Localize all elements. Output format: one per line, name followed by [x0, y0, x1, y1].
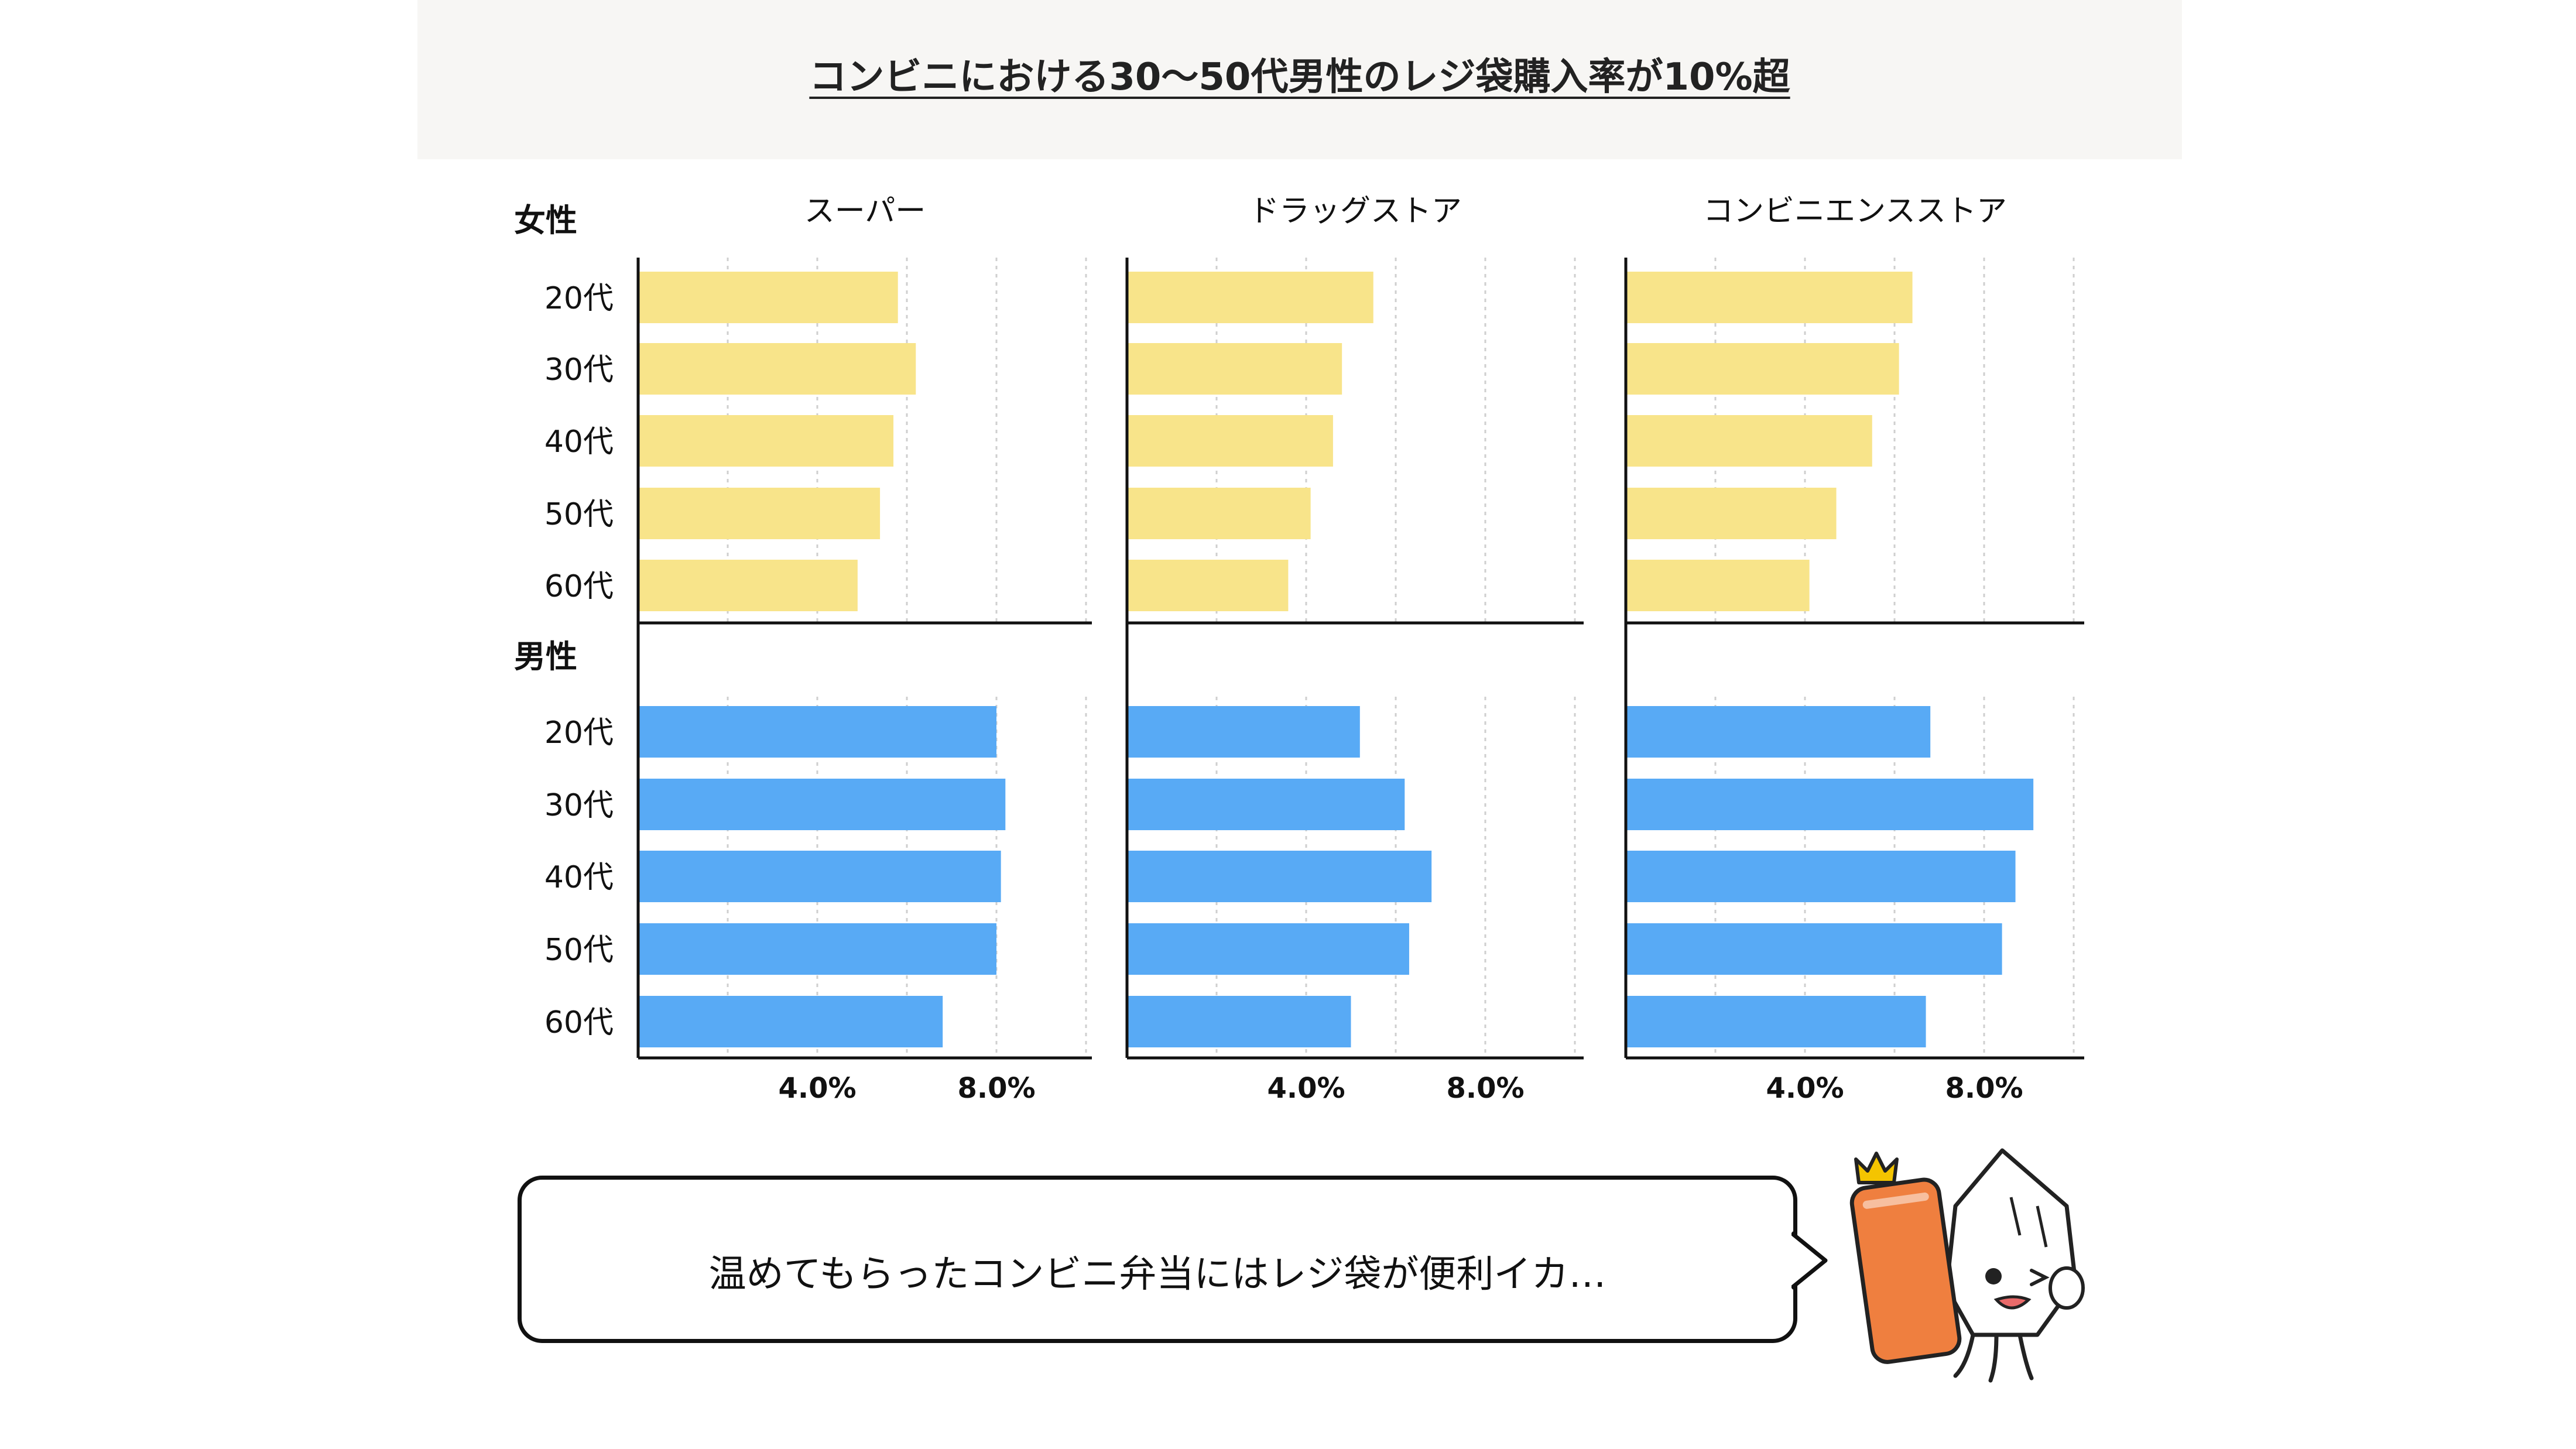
bar: [1627, 560, 1810, 611]
category-label: 50代: [544, 933, 614, 968]
page-title-text: コンビニにおける30〜50代男性のレジ袋購入率が10%超: [809, 56, 1790, 99]
bar: [1627, 779, 2034, 830]
bar: [1627, 272, 1913, 323]
bar: [639, 779, 1006, 830]
bar: [639, 706, 996, 758]
bar: [1128, 488, 1311, 539]
group-label-female: 女性: [514, 202, 577, 239]
bar: [1627, 923, 2002, 975]
bar: [1128, 706, 1360, 758]
bar: [1627, 996, 1926, 1047]
bar: [639, 488, 881, 539]
bar: [1128, 560, 1289, 611]
squid-mascot-holding-phone-icon: [1849, 1148, 2085, 1383]
x-tick-label: 8.0%: [1446, 1072, 1524, 1105]
bar: [639, 996, 943, 1047]
chart-bars: [639, 272, 2034, 1047]
category-label: 30代: [544, 788, 614, 823]
bar: [1128, 779, 1405, 830]
category-label: 60代: [544, 569, 614, 604]
x-tick-label: 8.0%: [1945, 1072, 2023, 1105]
title-band: コンビニにおける30〜50代男性のレジ袋購入率が10%超: [417, 0, 2182, 159]
bar: [1128, 851, 1432, 902]
facet-title: ドラッグストア: [1249, 194, 1462, 229]
bar: [1627, 706, 1931, 758]
bar: [1128, 923, 1409, 975]
bar: [1627, 415, 1872, 467]
bar: [1627, 343, 1899, 395]
bar: [1128, 415, 1333, 467]
bar: [639, 923, 996, 975]
group-label-male: 男性: [514, 638, 577, 675]
category-label: 50代: [544, 497, 614, 532]
x-tick-label: 4.0%: [1267, 1072, 1345, 1105]
x-tick-label: 4.0%: [778, 1072, 856, 1105]
x-tick-label: 8.0%: [957, 1072, 1035, 1105]
category-label: 30代: [544, 352, 614, 388]
facet-title: スーパー: [804, 194, 926, 229]
category-label: 40代: [544, 860, 614, 895]
chart-axes: [636, 258, 2084, 1060]
bar: [639, 272, 898, 323]
bar: [1128, 343, 1342, 395]
bar: [1128, 996, 1351, 1047]
speech-bubble-text: 温めてもらったコンビニ弁当にはレジ袋が便利イカ…: [708, 1253, 1606, 1296]
speech-bubble: 温めてもらったコンビニ弁当にはレジ袋が便利イカ…: [518, 1176, 1797, 1343]
x-tick-label: 4.0%: [1766, 1072, 1844, 1105]
category-label: 60代: [544, 1005, 614, 1040]
category-label: 20代: [544, 281, 614, 316]
category-label: 20代: [544, 715, 614, 751]
bar: [639, 560, 858, 611]
facet-title: コンビニエンスストア: [1703, 194, 2007, 229]
crown-icon: [1854, 1152, 1899, 1184]
page-title: コンビニにおける30〜50代男性のレジ袋購入率が10%超: [417, 47, 2182, 101]
bar: [1128, 272, 1373, 323]
bar: [1627, 851, 2016, 902]
speech-bubble-tail: [1791, 1231, 1828, 1290]
bar: [639, 415, 894, 467]
bar: [1627, 488, 1837, 539]
category-label: 40代: [544, 424, 614, 460]
phone-icon: [1849, 1177, 1962, 1364]
bar: [639, 343, 916, 395]
bar: [639, 851, 1001, 902]
